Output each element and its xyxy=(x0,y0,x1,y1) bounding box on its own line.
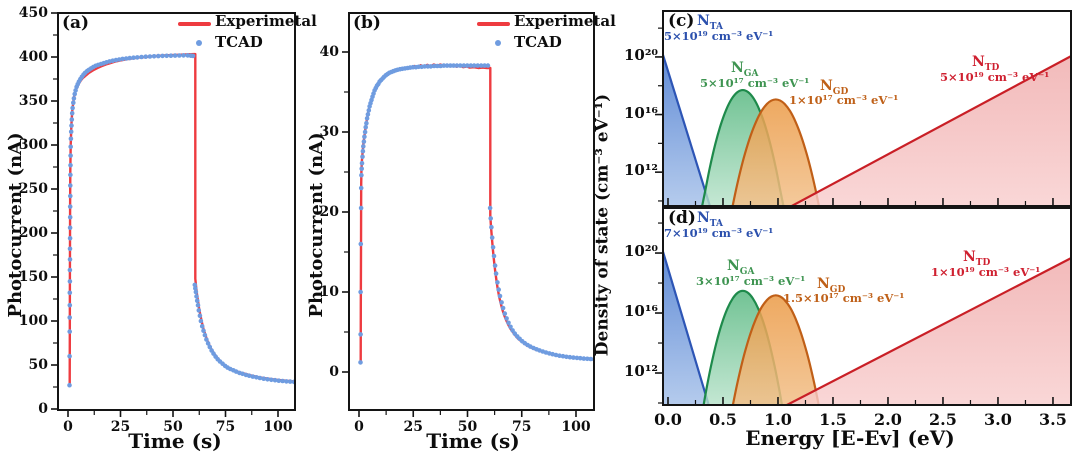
y-tick-label: 0 xyxy=(38,401,48,417)
panel-border-a xyxy=(57,12,296,411)
x-tick-label: 3.0 xyxy=(984,410,1012,429)
nga-value-d: 3×10¹⁷ cm⁻³ eV⁻¹ xyxy=(696,274,806,288)
y-tick-label: 200 xyxy=(18,225,48,241)
x-tick-label: 0 xyxy=(354,419,364,435)
ntd-value-d: 1×10¹⁹ cm⁻³ eV⁻¹ xyxy=(931,265,1041,279)
experimental-line-a xyxy=(68,52,296,384)
ntd-fill-c xyxy=(788,55,1072,207)
dos-curves-c xyxy=(662,53,1072,207)
x-tick-label: 75 xyxy=(215,419,236,435)
legend-line-swatch xyxy=(477,22,510,26)
legend-tcad-label: TCAD xyxy=(215,33,263,51)
x-tick-label: 0.0 xyxy=(654,410,682,429)
dos-curves-d xyxy=(662,249,1072,406)
panel-border-d xyxy=(662,207,1072,406)
nta-fill-d xyxy=(662,250,710,406)
x-tick-label: 2.5 xyxy=(929,410,957,429)
legend-tcad-label: TCAD xyxy=(514,33,562,51)
ntd-label-c: NTD xyxy=(972,54,1000,73)
x-axis-label-dos: Energy [E-Ev] (eV) xyxy=(745,426,955,450)
ngd-fill-c xyxy=(732,99,820,207)
ngd-value-c: 1×10¹⁷ cm⁻³ eV⁻¹ xyxy=(789,93,899,107)
legend-experimental-label: Experimetal xyxy=(215,12,317,30)
x-tick-label: 1.5 xyxy=(819,410,847,429)
ngd-curve-d xyxy=(731,294,821,406)
ngd-label-c: NGD xyxy=(820,78,849,97)
panel-tag-c: (c) xyxy=(668,11,695,31)
nta-label-d: NTA xyxy=(697,210,723,229)
curves-b xyxy=(358,63,595,365)
tcad-dots-b xyxy=(358,63,595,365)
nta-fill-c xyxy=(662,53,711,207)
ngd-fill-d xyxy=(731,295,820,406)
nga-value-c: 5×10¹⁷ cm⁻³ eV⁻¹ xyxy=(700,76,810,90)
y-tick-label: 10 xyxy=(319,284,339,300)
x-axis-label-a: Time (s) xyxy=(128,429,222,453)
y-tick-label: 10²⁰ xyxy=(623,45,658,64)
nta-curve-d xyxy=(662,249,711,406)
legend-dot-swatch xyxy=(196,40,202,46)
legend-line-swatch xyxy=(178,22,211,26)
ngd-value-d: 1.5×10¹⁷ cm⁻³ eV⁻¹ xyxy=(783,291,905,305)
ntd-curve-c xyxy=(788,54,1072,207)
x-tick-label: 0.5 xyxy=(709,410,737,429)
y-tick-label: 400 xyxy=(18,49,48,65)
y-tick-label: 40 xyxy=(319,44,339,60)
y-tick-label: 10²⁰ xyxy=(623,242,658,261)
x-tick-label: 3.5 xyxy=(1039,410,1067,429)
y-tick-label: 250 xyxy=(18,181,48,197)
y-tick-label: 0 xyxy=(329,364,339,380)
tcad-dots-a xyxy=(67,53,296,388)
x-tick-label: 0 xyxy=(63,419,73,435)
y-tick-label: 150 xyxy=(18,269,48,285)
nta-label-c: NTA xyxy=(697,13,723,32)
x-tick-label: 50 xyxy=(457,419,478,435)
x-axis-label-b: Time (s) xyxy=(426,429,520,453)
x-tick-label: 1.0 xyxy=(764,410,792,429)
ngd-label-d: NGD xyxy=(817,276,846,295)
panel-tag-d: (d) xyxy=(668,208,696,228)
y-tick-label: 100 xyxy=(18,313,48,329)
y-tick-label: 350 xyxy=(18,93,48,109)
y-tick-label: 450 xyxy=(18,5,48,21)
nta-value-d: 7×10¹⁹ cm⁻³ eV⁻¹ xyxy=(664,226,774,240)
x-tick-label: 50 xyxy=(163,419,183,435)
ngd-curve-c xyxy=(731,98,821,207)
x-tick-label: 2.0 xyxy=(874,410,902,429)
ntd-value-c: 5×10¹⁹ cm⁻³ eV⁻¹ xyxy=(940,70,1050,84)
x-tick-label: 100 xyxy=(263,419,293,435)
nta-curve-c xyxy=(662,53,712,207)
panel-border-c xyxy=(662,10,1072,207)
y-tick-label: 10¹⁶ xyxy=(623,302,658,321)
nga-label-c: NGA xyxy=(731,60,759,79)
curves-a xyxy=(67,52,296,388)
experimental-line-b xyxy=(359,63,595,363)
ntd-curve-d xyxy=(782,256,1072,406)
x-tick-label: 75 xyxy=(511,419,532,435)
ntd-fill-d xyxy=(783,257,1072,406)
y-tick-label: 10¹² xyxy=(623,362,658,380)
ntd-label-d: NTD xyxy=(963,249,991,268)
y-tick-label: 20 xyxy=(319,204,339,220)
x-tick-label: 25 xyxy=(110,419,131,435)
y-tick-label: 30 xyxy=(319,124,339,140)
panel-border-b xyxy=(348,12,595,411)
legend-dot-swatch xyxy=(495,40,501,46)
panel-tag-b: (b) xyxy=(353,13,381,33)
x-tick-label: 100 xyxy=(561,419,591,435)
legend-experimental-label: Experimetal xyxy=(514,12,616,30)
y-tick-label: 300 xyxy=(18,137,48,153)
y-tick-label: 50 xyxy=(28,357,48,373)
nga-label-d: NGA xyxy=(727,258,755,277)
y-tick-label: 10¹² xyxy=(623,161,658,180)
nta-value-c: 5×10¹⁹ cm⁻³ eV⁻¹ xyxy=(664,29,774,43)
panel-tag-a: (a) xyxy=(62,13,90,33)
x-tick-label: 25 xyxy=(403,419,423,435)
y-tick-label: 10¹⁶ xyxy=(623,103,658,122)
